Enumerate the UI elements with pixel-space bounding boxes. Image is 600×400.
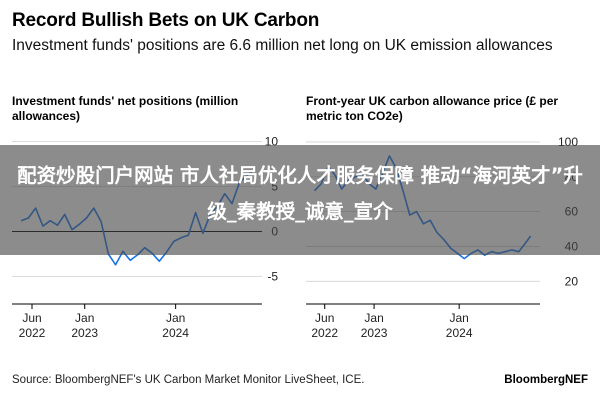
right-x-tick-label: Jun: [315, 311, 334, 325]
left-y-tick-label: -5: [267, 270, 278, 284]
source-note: Source: BloombergNEF's UK Carbon Market …: [12, 374, 365, 386]
left-x-tick-label: Jan: [75, 311, 94, 325]
right-x-tick-year: 2022: [311, 326, 338, 340]
left-x-tick-year: 2022: [19, 326, 46, 340]
chart-title: Record Bullish Bets on UK Carbon: [12, 10, 320, 31]
right-y-tick-label: 20: [565, 274, 579, 288]
left-x-tick-year: 2023: [71, 326, 98, 340]
left-x-tick-label: Jun: [22, 311, 41, 325]
left-x-tick-year: 2024: [162, 326, 189, 340]
right-x-tick-label: Jan: [364, 311, 383, 325]
brand-logo-text: BloombergNEF: [504, 374, 588, 386]
left-x-tick-label: Jan: [166, 311, 185, 325]
chart-subtitle: Investment funds' positions are 6.6 mill…: [12, 37, 553, 54]
left-panel-title: Investment funds' net positions (million…: [12, 94, 239, 123]
watermark-overlay: [0, 145, 600, 255]
right-x-tick-label: Jan: [449, 311, 468, 325]
right-x-tick-year: 2023: [361, 326, 388, 340]
watermark-text: 配资炒股门户网站 市人社局优化人才服务保障 推动“海河英才”升级_秦教授_诚意_…: [17, 164, 583, 223]
right-panel-title: Front-year UK carbon allowance price (£ …: [306, 94, 559, 123]
right-x-tick-year: 2024: [446, 326, 473, 340]
